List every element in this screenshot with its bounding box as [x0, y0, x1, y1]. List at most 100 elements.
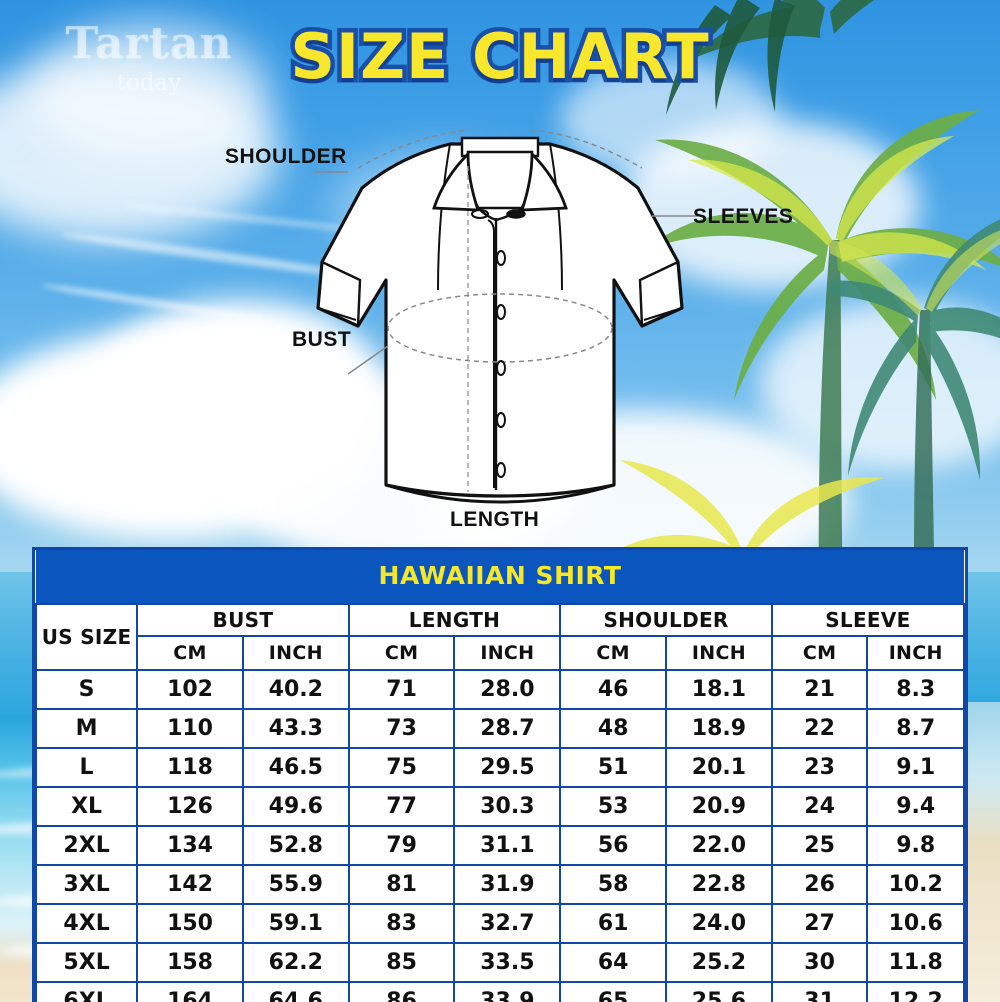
cell-length-cm: 85: [347, 942, 456, 983]
cell-sleeve-cm: 26: [770, 864, 869, 905]
label-sleeves: SLEEVES: [693, 205, 794, 228]
cell-length-cm: 71: [347, 669, 456, 710]
table-row: 2XL 134 52.8 79 31.1 56 22.0 25 9.8: [34, 825, 965, 866]
cell-shoulder-cm: 51: [559, 747, 668, 788]
cell-bust-in: 43.3: [241, 708, 350, 749]
cell-sleeve-cm: 25: [770, 825, 869, 866]
cell-size: 4XL: [34, 903, 139, 944]
cell-length-in: 32.7: [453, 903, 562, 944]
cell-bust-cm: 134: [136, 825, 244, 866]
cell-length-in: 33.5: [453, 942, 562, 983]
cell-shoulder-cm: 58: [559, 864, 668, 905]
cell-size: XL: [34, 786, 139, 827]
header-sleeve-cm: CM: [770, 635, 869, 671]
cell-bust-cm: 164: [136, 981, 244, 1002]
cell-bust-cm: 142: [136, 864, 244, 905]
cell-bust-in: 49.6: [241, 786, 350, 827]
cell-bust-in: 52.8: [241, 825, 350, 866]
cell-size: 3XL: [34, 864, 139, 905]
header-shoulder-cm: CM: [559, 635, 668, 671]
table-title: HAWAIIAN SHIRT: [36, 550, 964, 604]
cell-size: S: [34, 669, 139, 710]
cell-shoulder-in: 22.8: [665, 864, 773, 905]
cell-shoulder-cm: 48: [559, 708, 668, 749]
cell-length-in: 31.9: [453, 864, 562, 905]
cell-sleeve-cm: 27: [770, 903, 869, 944]
cell-bust-in: 59.1: [241, 903, 350, 944]
cell-shoulder-in: 24.0: [665, 903, 773, 944]
cell-sleeve-in: 11.8: [866, 942, 965, 983]
cell-sleeve-in: 8.7: [866, 708, 965, 749]
cell-length-cm: 86: [347, 981, 456, 1002]
header-length-inch: INCH: [453, 635, 562, 671]
table-row: 4XL 150 59.1 83 32.7 61 24.0 27 10.6: [34, 903, 965, 944]
cell-bust-cm: 102: [136, 669, 244, 710]
label-bust: BUST: [292, 328, 352, 351]
cell-bust-in: 46.5: [241, 747, 350, 788]
header-sleeve-inch: INCH: [866, 635, 965, 671]
header-shoulder: SHOULDER: [559, 603, 773, 637]
cell-bust-in: 62.2: [241, 942, 350, 983]
header-bust-inch: INCH: [241, 635, 350, 671]
header-length-cm: CM: [347, 635, 456, 671]
cell-length-cm: 83: [347, 903, 456, 944]
cell-bust-cm: 118: [136, 747, 244, 788]
cell-bust-cm: 110: [136, 708, 244, 749]
label-shoulder: SHOULDER: [225, 145, 347, 168]
size-table-container: HAWAIIAN SHIRT US SIZE BUST LENGTH SHOUL…: [32, 547, 968, 1002]
unit-header-row: CM INCH CM INCH CM INCH CM INCH: [36, 635, 965, 671]
cell-sleeve-cm: 23: [770, 747, 869, 788]
cell-length-cm: 75: [347, 747, 456, 788]
cell-length-in: 28.0: [453, 669, 562, 710]
cell-size: 2XL: [34, 825, 139, 866]
cell-shoulder-cm: 53: [559, 786, 668, 827]
cell-shoulder-cm: 61: [559, 903, 668, 944]
cell-shoulder-in: 18.1: [665, 669, 773, 710]
cell-bust-in: 40.2: [241, 669, 350, 710]
table-row: S 102 40.2 71 28.0 46 18.1 21 8.3: [34, 669, 965, 710]
cell-shoulder-in: 20.1: [665, 747, 773, 788]
cell-length-in: 28.7: [453, 708, 562, 749]
cell-size: M: [34, 708, 139, 749]
header-bust-cm: CM: [136, 635, 244, 671]
cell-shoulder-in: 25.2: [665, 942, 773, 983]
label-length: LENGTH: [450, 508, 540, 531]
cell-length-cm: 79: [347, 825, 456, 866]
table-row: 6XL 164 64.6 86 33.9 65 25.6 31 12.2: [34, 981, 965, 1002]
cell-bust-cm: 126: [136, 786, 244, 827]
cell-size: 6XL: [34, 981, 139, 1002]
table-row: L 118 46.5 75 29.5 51 20.1 23 9.1: [34, 747, 965, 788]
cell-length-in: 30.3: [453, 786, 562, 827]
cell-sleeve-in: 10.2: [866, 864, 965, 905]
cell-shoulder-in: 25.6: [665, 981, 773, 1002]
cell-sleeve-in: 10.6: [866, 903, 965, 944]
cell-shoulder-in: 18.9: [665, 708, 773, 749]
header-sleeve: SLEEVE: [770, 603, 966, 637]
cell-shoulder-cm: 65: [559, 981, 668, 1002]
cell-shoulder-in: 22.0: [665, 825, 773, 866]
cell-shoulder-cm: 64: [559, 942, 668, 983]
cell-sleeve-in: 8.3: [866, 669, 965, 710]
header-bust: BUST: [136, 603, 350, 637]
cell-length-cm: 77: [347, 786, 456, 827]
table-row: 5XL 158 62.2 85 33.5 64 25.2 30 11.8: [34, 942, 965, 983]
table-row: M 110 43.3 73 28.7 48 18.9 22 8.7: [34, 708, 965, 749]
header-us-size: US SIZE: [34, 603, 139, 671]
group-header-row: US SIZE BUST LENGTH SHOULDER SLEEVE: [34, 603, 966, 671]
cell-sleeve-cm: 30: [770, 942, 869, 983]
cell-bust-in: 64.6: [241, 981, 350, 1002]
cell-sleeve-in: 12.2: [866, 981, 965, 1002]
cell-sleeve-cm: 21: [770, 669, 869, 710]
cell-length-in: 33.9: [453, 981, 562, 1002]
cell-bust-in: 55.9: [241, 864, 350, 905]
page-title: SIZE CHART: [286, 16, 713, 98]
table-row: XL 126 49.6 77 30.3 53 20.9 24 9.4: [34, 786, 965, 827]
header-shoulder-inch: INCH: [665, 635, 773, 671]
cell-bust-cm: 150: [136, 903, 244, 944]
cell-shoulder-cm: 46: [559, 669, 668, 710]
cell-bust-cm: 158: [136, 942, 244, 983]
cell-sleeve-in: 9.8: [866, 825, 965, 866]
cell-sleeve-cm: 22: [770, 708, 869, 749]
cell-length-cm: 81: [347, 864, 456, 905]
cell-shoulder-cm: 56: [559, 825, 668, 866]
